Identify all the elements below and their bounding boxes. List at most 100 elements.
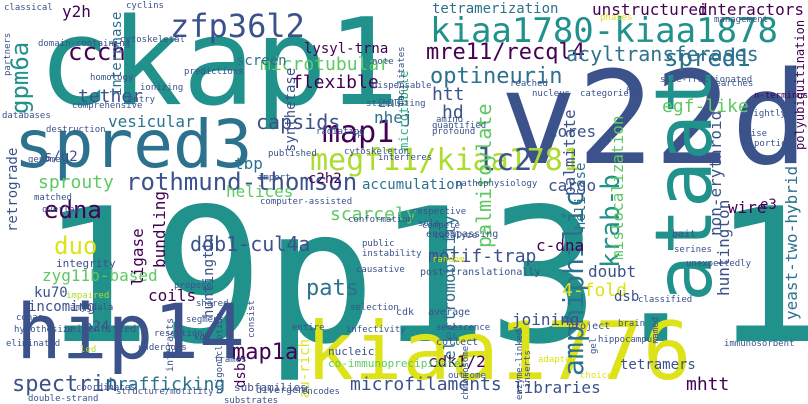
word: radiation (316, 127, 365, 137)
word: substrates (224, 396, 279, 404)
word: note (372, 57, 394, 67)
word: facilitates (397, 46, 407, 106)
word: bait (672, 229, 697, 240)
word: tether (78, 86, 144, 107)
word: random (432, 255, 465, 265)
word: conformation (348, 215, 414, 225)
word: homology (90, 73, 134, 83)
word: joining (512, 310, 580, 329)
word: catalyze (434, 231, 478, 241)
word: choice (580, 371, 613, 381)
word: phases (600, 13, 633, 23)
word: project (568, 321, 611, 332)
word: reached (510, 79, 548, 89)
word: management (714, 15, 769, 25)
word: predictions (184, 67, 244, 77)
word: hiv (626, 87, 643, 97)
word: computer-assisted (260, 197, 353, 207)
word: ccch (68, 38, 126, 66)
word: genome (28, 155, 61, 165)
word: amino (436, 115, 464, 125)
word: znf (378, 95, 404, 111)
word: lysyl-trna (304, 41, 389, 57)
word: c2h2 (308, 171, 342, 187)
word: unexpectedly (686, 259, 752, 269)
word: y2h (62, 2, 91, 21)
word: unidentified (64, 324, 137, 335)
word: size-fractionated (660, 75, 753, 85)
word: unstructured (592, 0, 708, 19)
word: scarcely (330, 204, 417, 225)
word: collect (436, 337, 479, 348)
word: pats (306, 276, 359, 301)
word: cytoskeleton (344, 147, 410, 157)
word: vesicular (108, 112, 195, 131)
word: hd (442, 102, 464, 123)
word: resection (154, 329, 203, 339)
word: quantified (432, 121, 487, 131)
word: tetramerization (432, 1, 559, 17)
word: entry (128, 95, 156, 105)
word: stimulating (366, 99, 426, 109)
word: shared (196, 299, 229, 309)
word: domain-containing (38, 39, 131, 49)
word: undergoes (138, 343, 187, 353)
word: motif-trap (428, 246, 537, 267)
word: flexible (292, 72, 379, 93)
word: ligase (128, 228, 147, 286)
word: post-translationally (420, 267, 541, 278)
word: trafficking (106, 374, 226, 395)
word: e3 (760, 197, 777, 213)
word: duo (54, 232, 98, 260)
word: outcome (448, 371, 486, 381)
word: coils (148, 286, 197, 305)
word: spred1 (664, 44, 751, 72)
word: egf-like (662, 96, 749, 117)
word: respective (412, 207, 467, 217)
word: led (80, 345, 97, 355)
word: overlap (42, 205, 80, 215)
word: interferes (378, 153, 433, 163)
word: immunosorbent (724, 339, 795, 349)
word: htt (432, 84, 465, 105)
word: ku70 (34, 285, 68, 301)
word: serines (674, 245, 712, 255)
word: cdk (396, 307, 415, 318)
word: bundling (150, 190, 169, 268)
word: named (651, 316, 661, 344)
word: mre11/recql4 (426, 40, 585, 65)
word: rothmund-thomson (126, 168, 358, 196)
word: spectrin (12, 372, 118, 397)
word: microfilaments (350, 374, 502, 395)
word: kiaa1776 (306, 305, 692, 398)
word: entire (292, 323, 325, 333)
word: divergent (256, 385, 311, 396)
word: yeast-two-hybrid (782, 165, 801, 320)
word: matched (34, 193, 72, 203)
word: inserts (523, 350, 533, 388)
word: acyltransferases (566, 42, 759, 66)
word: cdnas (16, 313, 44, 323)
word: partners (3, 32, 13, 76)
word: screen (236, 53, 287, 69)
word: dsb (614, 289, 640, 305)
word: destruction (46, 125, 106, 135)
word: ckap1 (38, 0, 400, 133)
word: integrity (56, 257, 116, 270)
word: nucleus (532, 89, 570, 99)
word: coordinates (76, 383, 136, 393)
word: pathophysiology (456, 179, 538, 189)
word: selection (350, 303, 399, 313)
word: megf11/kiaa1781 (310, 143, 581, 178)
word: categories (580, 89, 635, 99)
word: brain (618, 319, 646, 329)
word: s/g2 (44, 149, 78, 165)
word: helicase (573, 162, 589, 230)
word: polyubiquitination (793, 19, 807, 150)
word: cdk1/2 (428, 352, 486, 371)
word: public (362, 239, 395, 249)
word: ionizing (140, 83, 184, 93)
word: wire (728, 198, 767, 217)
word: causative (356, 265, 405, 275)
word: ddb1-cul4a (190, 232, 311, 256)
